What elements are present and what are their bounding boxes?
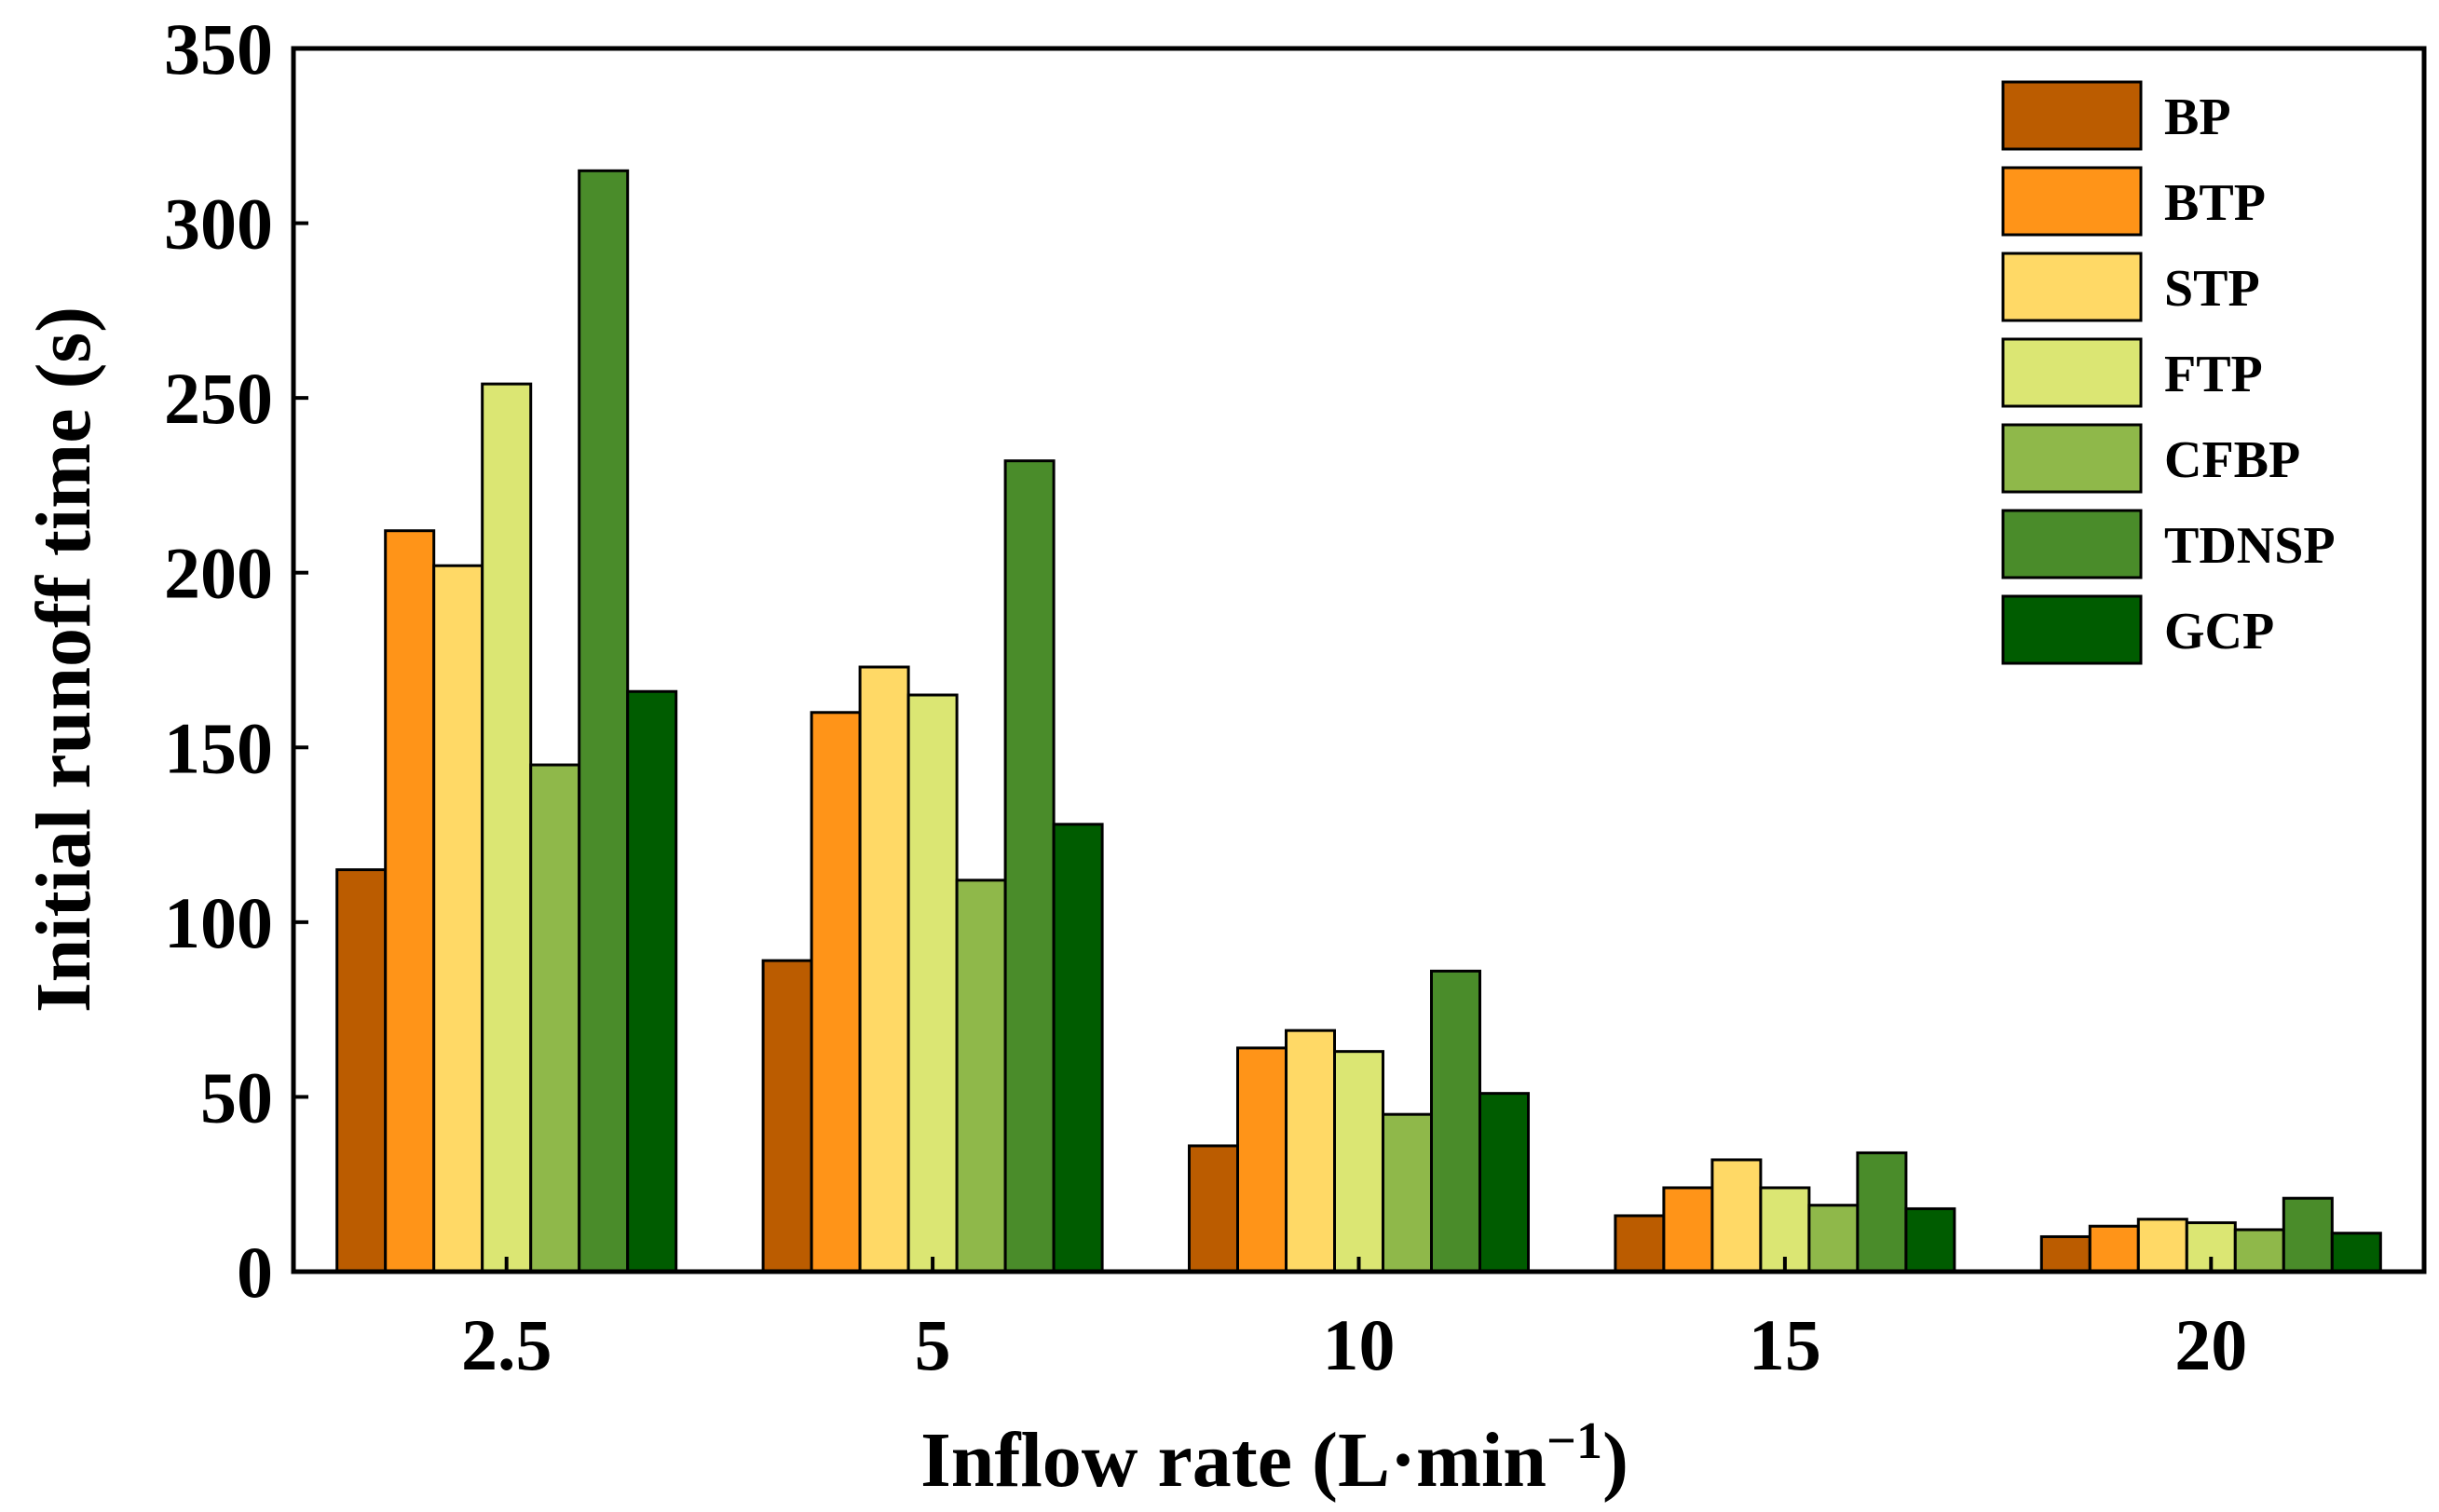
- legend-swatch-tdnsp: [2001, 509, 2143, 579]
- legend-swatch-bp: [2001, 80, 2143, 151]
- bar-ftp-10: [1333, 1050, 1384, 1274]
- bar-stp-2_5: [432, 564, 484, 1274]
- bar-gcp-2_5: [626, 689, 678, 1274]
- bar-tdnsp-15: [1856, 1151, 1908, 1274]
- x-axis-title-suffix: ): [1602, 1417, 1628, 1504]
- x-tick-label: 2.5: [461, 1304, 552, 1385]
- bar-cfbp-20: [2233, 1228, 2285, 1274]
- legend-swatch-ftp: [2001, 337, 2143, 408]
- bar-gcp-5: [1052, 823, 1104, 1274]
- legend-label-btp: BTP: [2164, 174, 2266, 232]
- bar-btp-5: [810, 711, 862, 1274]
- bar-stp-5: [858, 665, 910, 1274]
- bar-btp-15: [1662, 1186, 1714, 1274]
- y-tick-label: 350: [164, 8, 273, 89]
- y-tick-label: 200: [164, 533, 273, 614]
- x-axis-title-superscript: −1: [1547, 1412, 1602, 1470]
- bar-bp-2_5: [335, 868, 388, 1274]
- bar-btp-10: [1236, 1046, 1288, 1274]
- x-tick-label: 15: [1749, 1304, 1821, 1385]
- y-tick-label: 150: [164, 707, 273, 788]
- bar-tdnsp-10: [1430, 969, 1481, 1274]
- legend-label-cfbp: CFBP: [2164, 431, 2300, 489]
- x-axis-title: Inflow rate (L·min−1): [920, 1412, 1628, 1504]
- bar-tdnsp-5: [1003, 459, 1056, 1274]
- legend-label-stp: STP: [2164, 260, 2260, 318]
- bar-btp-2_5: [384, 529, 436, 1274]
- legend-swatch-cfbp: [2001, 423, 2143, 494]
- bar-gcp-20: [2330, 1232, 2382, 1274]
- bar-stp-20: [2136, 1218, 2188, 1274]
- bar-btp-20: [2088, 1224, 2140, 1274]
- x-tick-label: 10: [1323, 1304, 1396, 1385]
- legend-label-bp: BP: [2164, 89, 2231, 146]
- bar-gcp-10: [1478, 1092, 1530, 1274]
- bar-cfbp-15: [1807, 1204, 1860, 1274]
- legend: BP BTP STP FTP CFBP TDNSP GCP: [2001, 80, 2336, 665]
- y-tick-label: 250: [164, 358, 273, 439]
- x-axis-title-main: Inflow rate (L·min: [920, 1417, 1547, 1504]
- y-axis: 0 50 100 150 200 250 300 350: [164, 8, 308, 1313]
- bar-stp-15: [1710, 1158, 1763, 1274]
- bar-ftp-2_5: [481, 382, 533, 1274]
- bar-bp-5: [761, 959, 813, 1274]
- bar-ftp-5: [906, 693, 959, 1274]
- bar-cfbp-5: [955, 879, 1007, 1274]
- bar-gcp-15: [1904, 1206, 1956, 1274]
- x-tick-label: 5: [915, 1304, 951, 1385]
- bar-cfbp-10: [1382, 1112, 1433, 1274]
- legend-label-gcp: GCP: [2164, 603, 2274, 661]
- legend-swatch-gcp: [2001, 594, 2143, 665]
- bar-stp-10: [1285, 1028, 1336, 1274]
- y-tick-label: 50: [200, 1056, 273, 1137]
- legend-swatch-btp: [2001, 166, 2143, 237]
- legend-label-tdnsp: TDNSP: [2164, 517, 2336, 575]
- bar-bp-15: [1614, 1214, 1666, 1274]
- y-tick-label: 0: [237, 1232, 273, 1313]
- bar-bp-20: [2039, 1234, 2092, 1274]
- x-tick-label: 20: [2174, 1304, 2247, 1385]
- bar-tdnsp-2_5: [578, 169, 630, 1274]
- x-axis: 2.5 5 10 15 20: [461, 1257, 2247, 1385]
- legend-label-ftp: FTP: [2164, 346, 2263, 403]
- bar-cfbp-2_5: [529, 763, 581, 1274]
- bars-layer: [335, 169, 2382, 1274]
- y-tick-label: 300: [164, 184, 273, 265]
- y-tick-label: 100: [164, 882, 273, 963]
- y-axis-title: Initial runoff time (s): [20, 306, 107, 1013]
- legend-swatch-stp: [2001, 252, 2143, 322]
- bar-bp-10: [1188, 1144, 1239, 1274]
- bar-tdnsp-20: [2282, 1196, 2334, 1274]
